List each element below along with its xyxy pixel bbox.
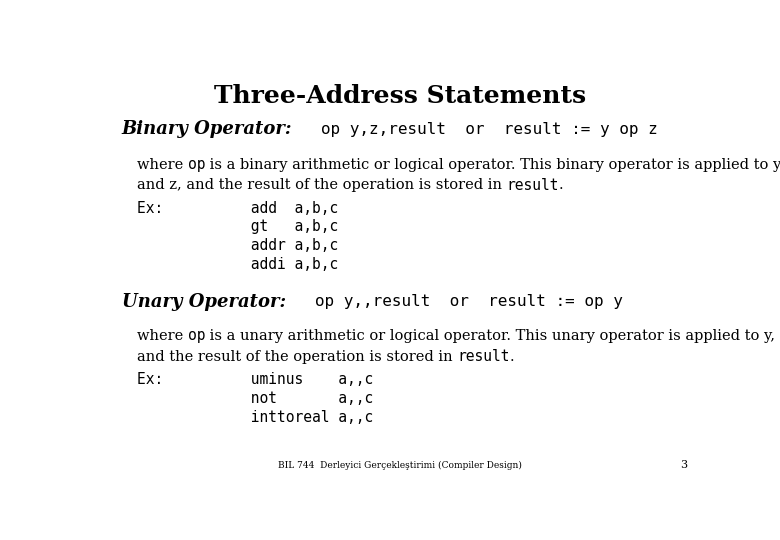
Text: and z, and the result of the operation is stored in: and z, and the result of the operation i… [136, 178, 506, 192]
Text: op: op [188, 157, 205, 172]
Text: op: op [188, 328, 205, 343]
Text: result: result [506, 178, 559, 193]
Text: where: where [136, 158, 188, 172]
Text: result: result [457, 349, 509, 364]
Text: where: where [136, 329, 188, 343]
Text: and the result of the operation is stored in: and the result of the operation is store… [136, 350, 457, 364]
Text: Three-Address Statements: Three-Address Statements [214, 84, 586, 107]
Text: addr a,b,c: addr a,b,c [136, 238, 338, 253]
Text: is a unary arithmetic or logical operator. This unary operator is applied to y,: is a unary arithmetic or logical operato… [205, 329, 775, 343]
Text: Ex:          uminus    a,,c: Ex: uminus a,,c [136, 373, 373, 388]
Text: is a binary arithmetic or logical operator. This binary operator is applied to y: is a binary arithmetic or logical operat… [205, 158, 780, 172]
Text: .: . [559, 178, 563, 192]
Text: addi a,b,c: addi a,b,c [136, 257, 338, 272]
Text: .: . [509, 350, 514, 364]
Text: not       a,,c: not a,,c [136, 391, 373, 406]
Text: 3: 3 [679, 460, 687, 470]
Text: Ex:          add  a,b,c: Ex: add a,b,c [136, 201, 338, 216]
Text: Binary Operator:: Binary Operator: [122, 120, 292, 138]
Text: Unary Operator:: Unary Operator: [122, 293, 285, 311]
Text: op y,z,result  or  result := y op z: op y,z,result or result := y op z [292, 122, 658, 137]
Text: inttoreal a,,c: inttoreal a,,c [136, 410, 373, 425]
Text: BIL 744  Derleyici Gerçekleştirimi (Compiler Design): BIL 744 Derleyici Gerçekleştirimi (Compi… [278, 461, 522, 470]
Text: gt   a,b,c: gt a,b,c [136, 219, 338, 234]
Text: op y,,result  or  result := op y: op y,,result or result := op y [285, 294, 622, 309]
